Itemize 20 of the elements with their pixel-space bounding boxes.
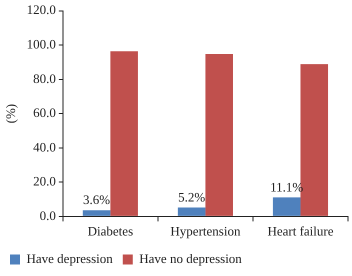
- y-tick-label: 40.0: [33, 139, 56, 154]
- bar: [178, 207, 206, 216]
- data-label: 5.2%: [178, 189, 206, 204]
- bar: [272, 197, 300, 216]
- legend-label: Have depression: [26, 250, 114, 266]
- x-tick-label: Diabetes: [88, 224, 134, 239]
- y-tick-label: 100.0: [26, 36, 56, 52]
- data-label: 3.6%: [83, 192, 110, 208]
- y-tick-label: 120.0: [26, 2, 56, 18]
- y-tick-label: 0.0: [40, 208, 56, 223]
- x-tick-label: Hypertension: [170, 224, 241, 239]
- x-tick-label: Heart failure: [267, 224, 334, 239]
- bar: [205, 54, 233, 216]
- bar: [110, 51, 138, 216]
- bar: [82, 210, 110, 216]
- y-tick-label: 60.0: [33, 105, 56, 120]
- y-tick-label: 80.0: [33, 70, 56, 86]
- y-axis-title: (%): [3, 104, 18, 124]
- legend-label: Have no depression: [139, 250, 242, 266]
- y-tick-label: 20.0: [33, 174, 56, 189]
